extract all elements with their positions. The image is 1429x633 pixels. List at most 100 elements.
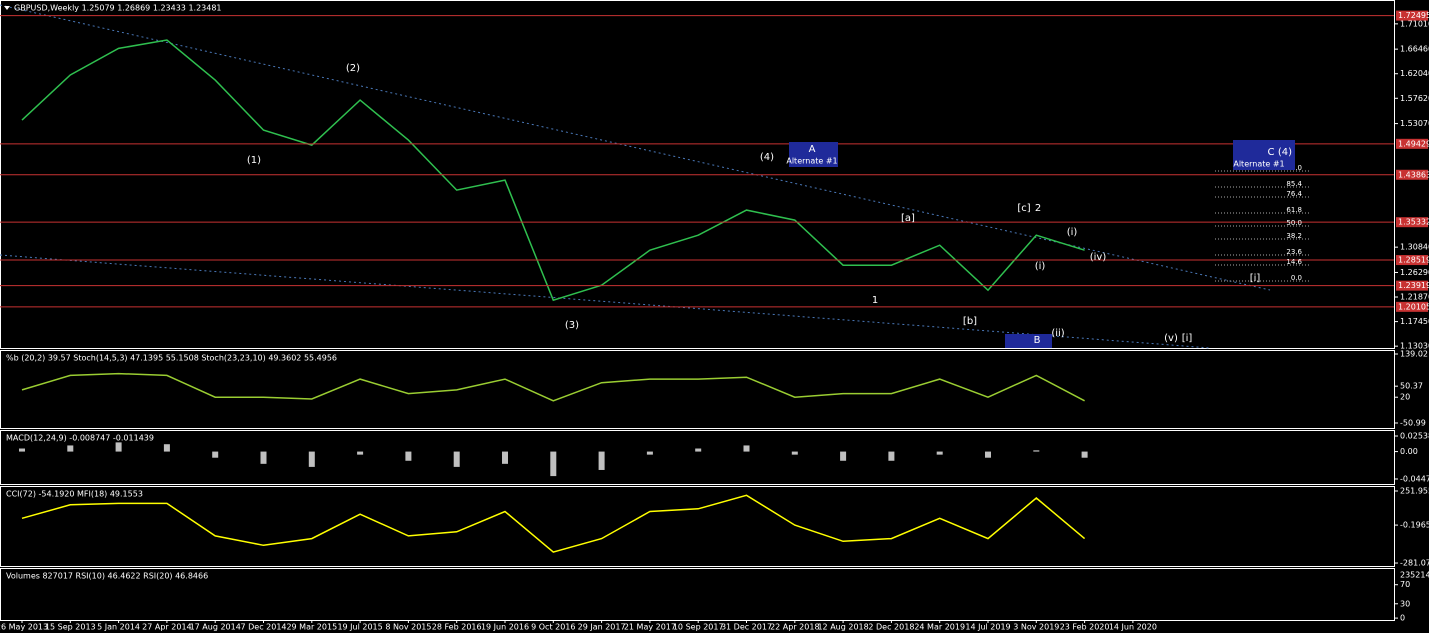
x-tick-label: 29 Mar 2015 bbox=[286, 623, 337, 632]
x-tick-label: 24 Mar 2019 bbox=[914, 623, 965, 632]
wave-label: (1) bbox=[247, 155, 261, 166]
y-tick-label: 30 bbox=[1400, 599, 1410, 608]
histogram-bar bbox=[260, 451, 267, 464]
x-tick-label: 12 Aug 2018 bbox=[817, 623, 868, 632]
histogram-bar bbox=[405, 451, 412, 461]
histogram-bar bbox=[357, 451, 364, 455]
trend-lines bbox=[0, 4, 1271, 349]
histogram-bar bbox=[115, 442, 122, 452]
x-tick-label: 3 Nov 2019 bbox=[1013, 623, 1059, 632]
y-tick-label: 20 bbox=[1400, 393, 1410, 402]
level-label: 1.49429 bbox=[1398, 139, 1429, 148]
level-label-box bbox=[1396, 255, 1428, 266]
x-tick-label: 14 Jun 2020 bbox=[1109, 623, 1157, 632]
wave-label: 2 bbox=[1035, 203, 1041, 214]
histogram-bar bbox=[1033, 450, 1040, 452]
wave-label: [c] bbox=[1017, 203, 1030, 214]
y-tick-label: 1.66460 bbox=[1400, 45, 1429, 54]
y-tick-label: 1.17450 bbox=[1400, 317, 1429, 326]
histogram-bar bbox=[743, 445, 750, 452]
pane-frame bbox=[0, 350, 1395, 429]
wave-label: Alternate #1 bbox=[1233, 160, 1284, 169]
level-label: 1.35332 bbox=[1398, 218, 1429, 227]
wave-label: (3) bbox=[565, 320, 579, 331]
histogram-bar bbox=[1081, 451, 1088, 458]
wave-label: (4) bbox=[760, 152, 774, 163]
level-label-box bbox=[1396, 280, 1428, 291]
y-tick-label: 1.62040 bbox=[1400, 69, 1429, 78]
x-tick-label: 31 Dec 2017 bbox=[721, 623, 772, 632]
wave-label: [i] bbox=[1182, 333, 1193, 344]
volume-max-label: 2352144 bbox=[1400, 571, 1429, 580]
y-tick-label: 1.57620 bbox=[1400, 94, 1429, 103]
trend-line bbox=[0, 4, 1271, 291]
fib-label: 14.6 bbox=[1286, 258, 1302, 266]
label-box bbox=[1233, 140, 1295, 170]
y-tick-label: 1.53070 bbox=[1400, 119, 1429, 128]
y-tick-label: 251.9554 bbox=[1400, 487, 1429, 496]
histogram-bar bbox=[598, 451, 605, 470]
level-label: 1.28519 bbox=[1398, 256, 1429, 265]
histogram-bar bbox=[502, 451, 508, 464]
x-tick-label: 9 Oct 2016 bbox=[531, 623, 575, 632]
histogram-bar bbox=[212, 451, 219, 458]
wave-label: B bbox=[1034, 335, 1041, 346]
pane-frames bbox=[0, 0, 1395, 621]
pane-title: %b (20,2) 39.57 Stoch(14,5,3) 47.1395 55… bbox=[6, 354, 337, 363]
fib-label: 85.4 bbox=[1286, 180, 1302, 188]
level-label-box bbox=[1396, 10, 1428, 21]
y-tick-label: 0.00 bbox=[1400, 447, 1418, 456]
histogram-bar bbox=[840, 451, 847, 461]
x-tick-label: 17 Aug 2014 bbox=[190, 623, 241, 632]
x-tick-label: 2 Dec 2018 bbox=[868, 623, 914, 632]
trend-line bbox=[0, 254, 1211, 349]
x-tick-label: 5 Jan 2014 bbox=[97, 623, 140, 632]
wave-label: C bbox=[1268, 147, 1275, 158]
wave-label: [b] bbox=[963, 316, 977, 327]
x-tick-label: 26 May 2013 bbox=[0, 623, 48, 632]
pane-frame bbox=[0, 568, 1395, 621]
wave-label: (2) bbox=[346, 63, 360, 74]
fib-label: 23.6 bbox=[1286, 248, 1302, 256]
pane-frame bbox=[0, 430, 1395, 485]
pane-title: MACD(12,24,9) -0.008747 -0.011439 bbox=[6, 434, 154, 443]
fib-label: 0.0 bbox=[1291, 274, 1302, 282]
histogram-bar bbox=[985, 451, 991, 458]
x-tick-label: 28 Feb 2016 bbox=[432, 623, 482, 632]
histogram-bar bbox=[67, 445, 74, 452]
y-tick-label: 1.30840 bbox=[1400, 243, 1429, 252]
pane-title: Volumes 827017 RSI(10) 46.4622 RSI(20) 4… bbox=[6, 572, 208, 581]
y-tick-label: -281.0702 bbox=[1400, 559, 1429, 568]
histogram-bar bbox=[19, 448, 25, 452]
level-label: 1.20105 bbox=[1398, 302, 1429, 311]
x-tick-label: 29 Jan 2017 bbox=[578, 623, 626, 632]
menu-triangle bbox=[4, 6, 10, 10]
y-tick-label: -0.1965 bbox=[1400, 521, 1429, 530]
x-tick-label: 21 May 2017 bbox=[624, 623, 676, 632]
y-tick-label: 1.26290 bbox=[1400, 268, 1429, 277]
x-tick-label: 23 Feb 2020 bbox=[1060, 623, 1110, 632]
wave-label: [i] bbox=[1250, 273, 1261, 284]
fib-label: 61.8 bbox=[1286, 206, 1302, 214]
label-box bbox=[1005, 334, 1052, 348]
histogram-bar bbox=[453, 451, 460, 467]
y-tick-label: -0.044702 bbox=[1400, 474, 1429, 483]
series-line bbox=[21, 39, 1085, 302]
level-label: 1.72495 bbox=[1398, 11, 1429, 20]
y-tick-label: 0 bbox=[1400, 614, 1405, 623]
x-tick-label: 14 Jul 2019 bbox=[965, 623, 1010, 632]
histogram-bar bbox=[163, 444, 170, 452]
y-tick-label: 1.71010 bbox=[1400, 19, 1429, 28]
y-tick-label: 0.025386 bbox=[1400, 432, 1429, 441]
fib-label: 76.4 bbox=[1286, 190, 1302, 198]
pane-frame bbox=[0, 486, 1395, 567]
pane-title: CCI(72) -54.1920 MFI(18) 49.1553 bbox=[6, 490, 143, 499]
y-tick-label: 70 bbox=[1400, 580, 1410, 589]
x-tick-label: 7 Dec 2014 bbox=[240, 623, 286, 632]
series-line bbox=[21, 372, 1085, 402]
series-line bbox=[21, 494, 1086, 553]
level-label-box bbox=[1396, 301, 1428, 312]
histogram-bar bbox=[888, 451, 895, 461]
